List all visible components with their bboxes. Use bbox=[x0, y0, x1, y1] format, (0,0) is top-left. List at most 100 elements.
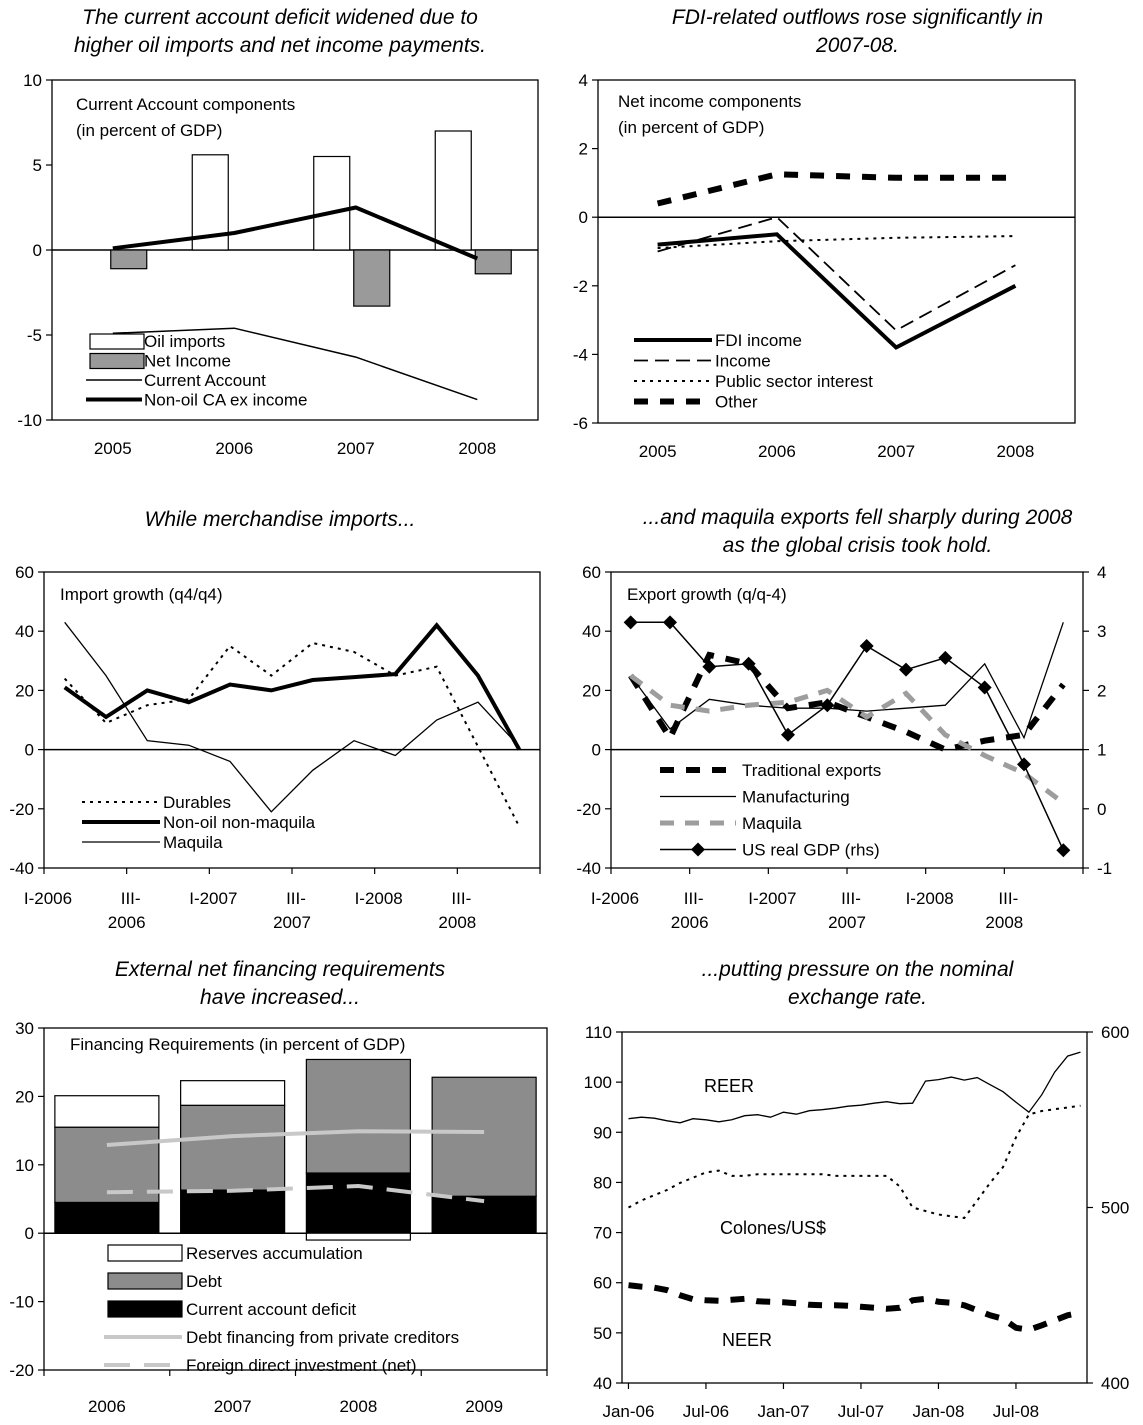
legend-label: Non-oil CA ex income bbox=[144, 391, 307, 410]
legend-swatch bbox=[107, 1300, 183, 1318]
x-tick-label: 2008 bbox=[458, 439, 496, 458]
series-line bbox=[106, 1183, 485, 1204]
series-line bbox=[628, 1104, 1081, 1220]
bar bbox=[305, 1172, 411, 1234]
y-tick-label: 10 bbox=[23, 71, 42, 90]
legend-marker bbox=[691, 842, 705, 857]
y-tick-label: -6 bbox=[573, 414, 588, 433]
y-tick-label: -40 bbox=[576, 859, 601, 878]
panel-import-growth: While merchandise imports... -40 -20 0 20 40… bbox=[0, 490, 560, 950]
chart-net-income: -6 -4 -2 0 2 4 2005 2006 2007 2008 Net income comp… bbox=[573, 71, 1076, 461]
y-tick-label: 100 bbox=[584, 1073, 612, 1092]
y-tick-label: 5 bbox=[33, 156, 42, 175]
chart-title: Net income components bbox=[618, 92, 801, 111]
y2-tick-label: 4 bbox=[1097, 563, 1106, 582]
bar bbox=[180, 1104, 286, 1191]
series-line bbox=[628, 1051, 1081, 1124]
legend-label: Manufacturing bbox=[742, 788, 850, 807]
y-tick-label: -4 bbox=[573, 345, 588, 364]
y-tick-label: 20 bbox=[582, 681, 601, 700]
x-tick-label: 2005 bbox=[94, 439, 132, 458]
chart-current-account: -10 -5 0 5 10 2005 2006 2007 2008 Current Account… bbox=[17, 71, 539, 458]
x-tick-label: I-2007 bbox=[189, 889, 237, 908]
data-point bbox=[899, 662, 913, 677]
bar bbox=[110, 249, 148, 270]
series-line bbox=[63, 641, 521, 828]
x-tick-label: III- bbox=[841, 889, 861, 908]
legend-label: Debt financing from private creditors bbox=[186, 1328, 459, 1347]
x-tick-label: I-2007 bbox=[748, 889, 796, 908]
x-tick-label: 2006 bbox=[671, 913, 709, 932]
y-tick-label: 70 bbox=[593, 1224, 612, 1243]
chart-title: (in percent of GDP) bbox=[618, 118, 764, 137]
bar bbox=[431, 1076, 537, 1197]
data-point bbox=[859, 639, 874, 653]
x-tick-label: 2006 bbox=[215, 439, 253, 458]
panel-export-growth: ...and maquila exports fell sharply duri… bbox=[572, 490, 1143, 950]
x-tick-label: 2007 bbox=[877, 442, 915, 461]
y2-tick-label: 400 bbox=[1101, 1374, 1129, 1393]
x-tick-label: Jul-06 bbox=[683, 1402, 729, 1421]
y2-tick-label: 2 bbox=[1097, 681, 1106, 700]
panel-title: The current account deficit widened due … bbox=[73, 6, 487, 57]
legend-swatch bbox=[107, 1244, 183, 1262]
series-line bbox=[630, 621, 1064, 851]
y-tick-label: -20 bbox=[576, 800, 601, 819]
bar bbox=[305, 1232, 411, 1241]
y-tick-label: 60 bbox=[15, 563, 34, 582]
data-point bbox=[623, 615, 638, 630]
y-tick-label: -2 bbox=[573, 277, 588, 296]
y2-tick-label: 0 bbox=[1097, 800, 1106, 819]
legend-label: Other bbox=[715, 393, 758, 412]
x-tick-label: I-2006 bbox=[24, 889, 72, 908]
x-tick-label: 2005 bbox=[639, 442, 677, 461]
y2-tick-label: -1 bbox=[1097, 859, 1112, 878]
legend-label: Public sector interest bbox=[715, 372, 873, 391]
legend-label: Non-oil non-maquila bbox=[163, 813, 316, 832]
x-tick-label: I-2008 bbox=[906, 889, 954, 908]
chart-title: Current Account components bbox=[76, 95, 295, 114]
plot-frame bbox=[597, 79, 1076, 424]
y-tick-label: -10 bbox=[17, 411, 42, 430]
panel-title: External net financing requirements have… bbox=[114, 958, 446, 1009]
y-tick-label: 110 bbox=[585, 1023, 612, 1042]
panel-financing: External net financing requirements have… bbox=[0, 950, 560, 1425]
bar bbox=[474, 249, 512, 275]
series-line bbox=[63, 622, 522, 751]
y2-tick-label: 600 bbox=[1101, 1023, 1129, 1042]
legend-label: Net Income bbox=[144, 352, 231, 371]
y-tick-label: 40 bbox=[582, 622, 601, 641]
y-tick-label: 80 bbox=[593, 1173, 612, 1192]
x-tick-label: 2007 bbox=[273, 913, 311, 932]
data-point bbox=[1056, 843, 1071, 858]
x-tick-label: Jan-06 bbox=[602, 1402, 654, 1421]
legend-label: Current Account bbox=[144, 371, 266, 390]
x-tick-label: III- bbox=[998, 889, 1018, 908]
x-tick-label: Jan-08 bbox=[912, 1402, 964, 1421]
y-tick-label: 0 bbox=[33, 241, 42, 260]
y-tick-label: -20 bbox=[9, 1361, 34, 1380]
y-tick-label: 0 bbox=[25, 741, 34, 760]
series-line bbox=[106, 1129, 485, 1147]
chart-exchange-rate: 40 50 60 70 80 90 100 110 400 500 600 Jan-06 Jul-06 J… bbox=[584, 1023, 1130, 1421]
series-line bbox=[112, 205, 479, 261]
x-tick-label: I-2008 bbox=[355, 889, 403, 908]
x-tick-label: 2006 bbox=[88, 1397, 126, 1416]
legend-label: Reserves accumulation bbox=[186, 1244, 363, 1263]
x-tick-label: Jan-07 bbox=[757, 1402, 809, 1421]
legend-label: Traditional exports bbox=[742, 761, 881, 780]
y-tick-label: -20 bbox=[9, 800, 34, 819]
data-point bbox=[663, 615, 677, 630]
x-tick-label: Jul-08 bbox=[993, 1402, 1039, 1421]
bar bbox=[54, 1095, 160, 1128]
legend-label: FDI income bbox=[715, 331, 802, 350]
data-point bbox=[1017, 757, 1031, 772]
chart-title: Export growth (q/q-4) bbox=[627, 585, 787, 604]
data-point bbox=[741, 656, 756, 671]
bar bbox=[353, 249, 391, 307]
y-tick-label: 4 bbox=[579, 71, 588, 90]
legend-label: Foreign direct investment (net) bbox=[186, 1356, 417, 1375]
panel-exchange-rate: ...putting pressure on the nominal excha… bbox=[572, 950, 1143, 1425]
series-line bbox=[657, 232, 1017, 350]
